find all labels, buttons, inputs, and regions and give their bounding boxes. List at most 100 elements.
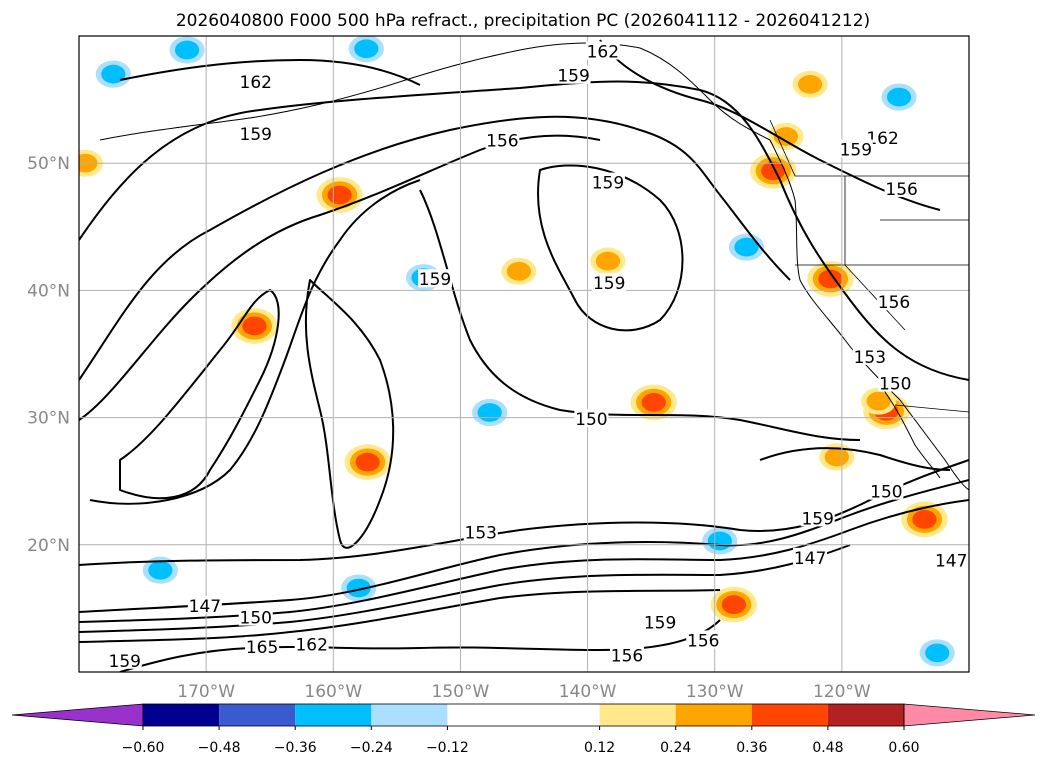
contour-label-bg [485,130,520,149]
map-background [79,36,969,672]
contour-label-bg [686,630,721,649]
contour-label: 159 [419,270,451,290]
contour-label-bg [865,128,900,147]
contour-label-bg [838,139,873,158]
contour-label-bg [876,292,911,311]
contour-label: 156 [611,647,643,667]
precip-level [242,316,267,336]
contour-label: 147 [189,597,221,617]
contour-label-bg [793,547,828,566]
precip-level [797,74,823,94]
colorbar-bin [751,704,828,726]
contour-label: 159 [592,174,624,194]
colorbar-extend-min [11,703,144,727]
contour-line-subtropical-5 [79,589,721,643]
contour-line-gulf-alaska [599,39,941,211]
contour-label-bg [238,607,273,626]
precip-blob-4 [710,586,757,623]
contour-label: 156 [885,180,917,200]
contour-label-bg [187,596,222,615]
political-borders [769,119,969,413]
precip-blob-23 [341,574,377,602]
contour-label: 153 [465,523,497,543]
contour-label-bg [884,178,919,197]
contour-label: 147 [935,551,967,571]
x-tick-label: 120°W [813,682,871,702]
precip-blob-15 [819,443,855,471]
contour-line-trough-1 [119,289,280,500]
colorbar-tick-label: −0.12 [426,740,469,756]
contour-label-bg [609,645,644,664]
contour-label-bg [643,612,678,631]
contour-label-bg [934,550,969,569]
contour-line-central-1 [419,189,861,441]
precip-blob-14 [590,247,626,275]
contour-label-bg [878,373,913,392]
contour-label: 150 [870,483,902,503]
colorbar-bin [143,704,220,726]
precip-level [824,447,849,467]
x-tick-label: 170°W [177,682,235,702]
precip-level [721,595,746,614]
map-frame [78,35,970,673]
contour-line-subtropical-4 [79,544,851,633]
contour-label-bg [574,409,609,428]
colorbar-bin [371,704,448,726]
contour-line-trough-2 [89,179,421,505]
coastline-baja [879,384,941,479]
precip-level [101,64,126,84]
contour-label-bg [556,65,591,84]
colorbar-tick-label: −0.24 [350,740,393,756]
contour-label: 162 [295,635,327,655]
contour-label-bg [585,41,620,60]
colorbar-bin [219,704,296,726]
contour-label: 156 [878,293,910,313]
contour-line-cutoff-low [304,279,395,549]
border-canada-alaska [769,119,796,177]
contour-label-bg [238,124,273,143]
contour-label: 159 [109,652,141,672]
precip-level [866,391,891,411]
x-tick-label: 160°W [304,682,362,702]
precip-level [595,251,621,271]
colorbar-bin [675,704,752,726]
contour-line-mexico [759,447,951,471]
precip-level [734,237,759,257]
contour-line-ridge-west-1 [79,115,791,381]
colorbar-tick-label: −0.36 [274,740,317,756]
coastline-north-america [769,139,969,491]
colorbar-bin [599,704,676,726]
y-tick-label: 50°N [27,154,70,174]
colorbar-bin [447,704,600,726]
precip-blob-2 [344,444,391,480]
precip-blob-18 [881,83,917,111]
contour-label-bg [418,269,452,288]
precip-blob-3 [630,384,677,421]
colorbar-tick-label: −0.48 [198,740,241,756]
gridlines [79,36,969,672]
contour-label-bg [245,636,280,655]
contour-label: 162 [866,129,898,149]
precip-blob-24 [702,527,738,555]
contour-label-bg [800,508,835,527]
x-tick-label: 140°W [559,682,617,702]
precip-level [355,452,380,472]
contour-label: 159 [801,509,833,529]
colorbar-tick-label: −0.60 [122,740,165,756]
coastline-alaska [99,42,771,141]
precip-level [346,578,371,598]
contour-label: 150 [575,410,607,430]
precip-blob-16 [348,36,384,63]
contour-label-bg [869,481,904,500]
y-tick-label: 30°N [27,409,70,429]
contour-label-bg [463,522,498,541]
contour-label: 147 [794,549,826,569]
precip-level [761,161,786,181]
border-california-nevada [844,264,906,331]
colorbar-tick-label: 0.60 [888,740,919,756]
contour-label: 159 [557,67,589,87]
colorbar-bin [827,704,904,726]
contour-label-bg [852,346,887,365]
contour-label: 162 [587,43,619,63]
